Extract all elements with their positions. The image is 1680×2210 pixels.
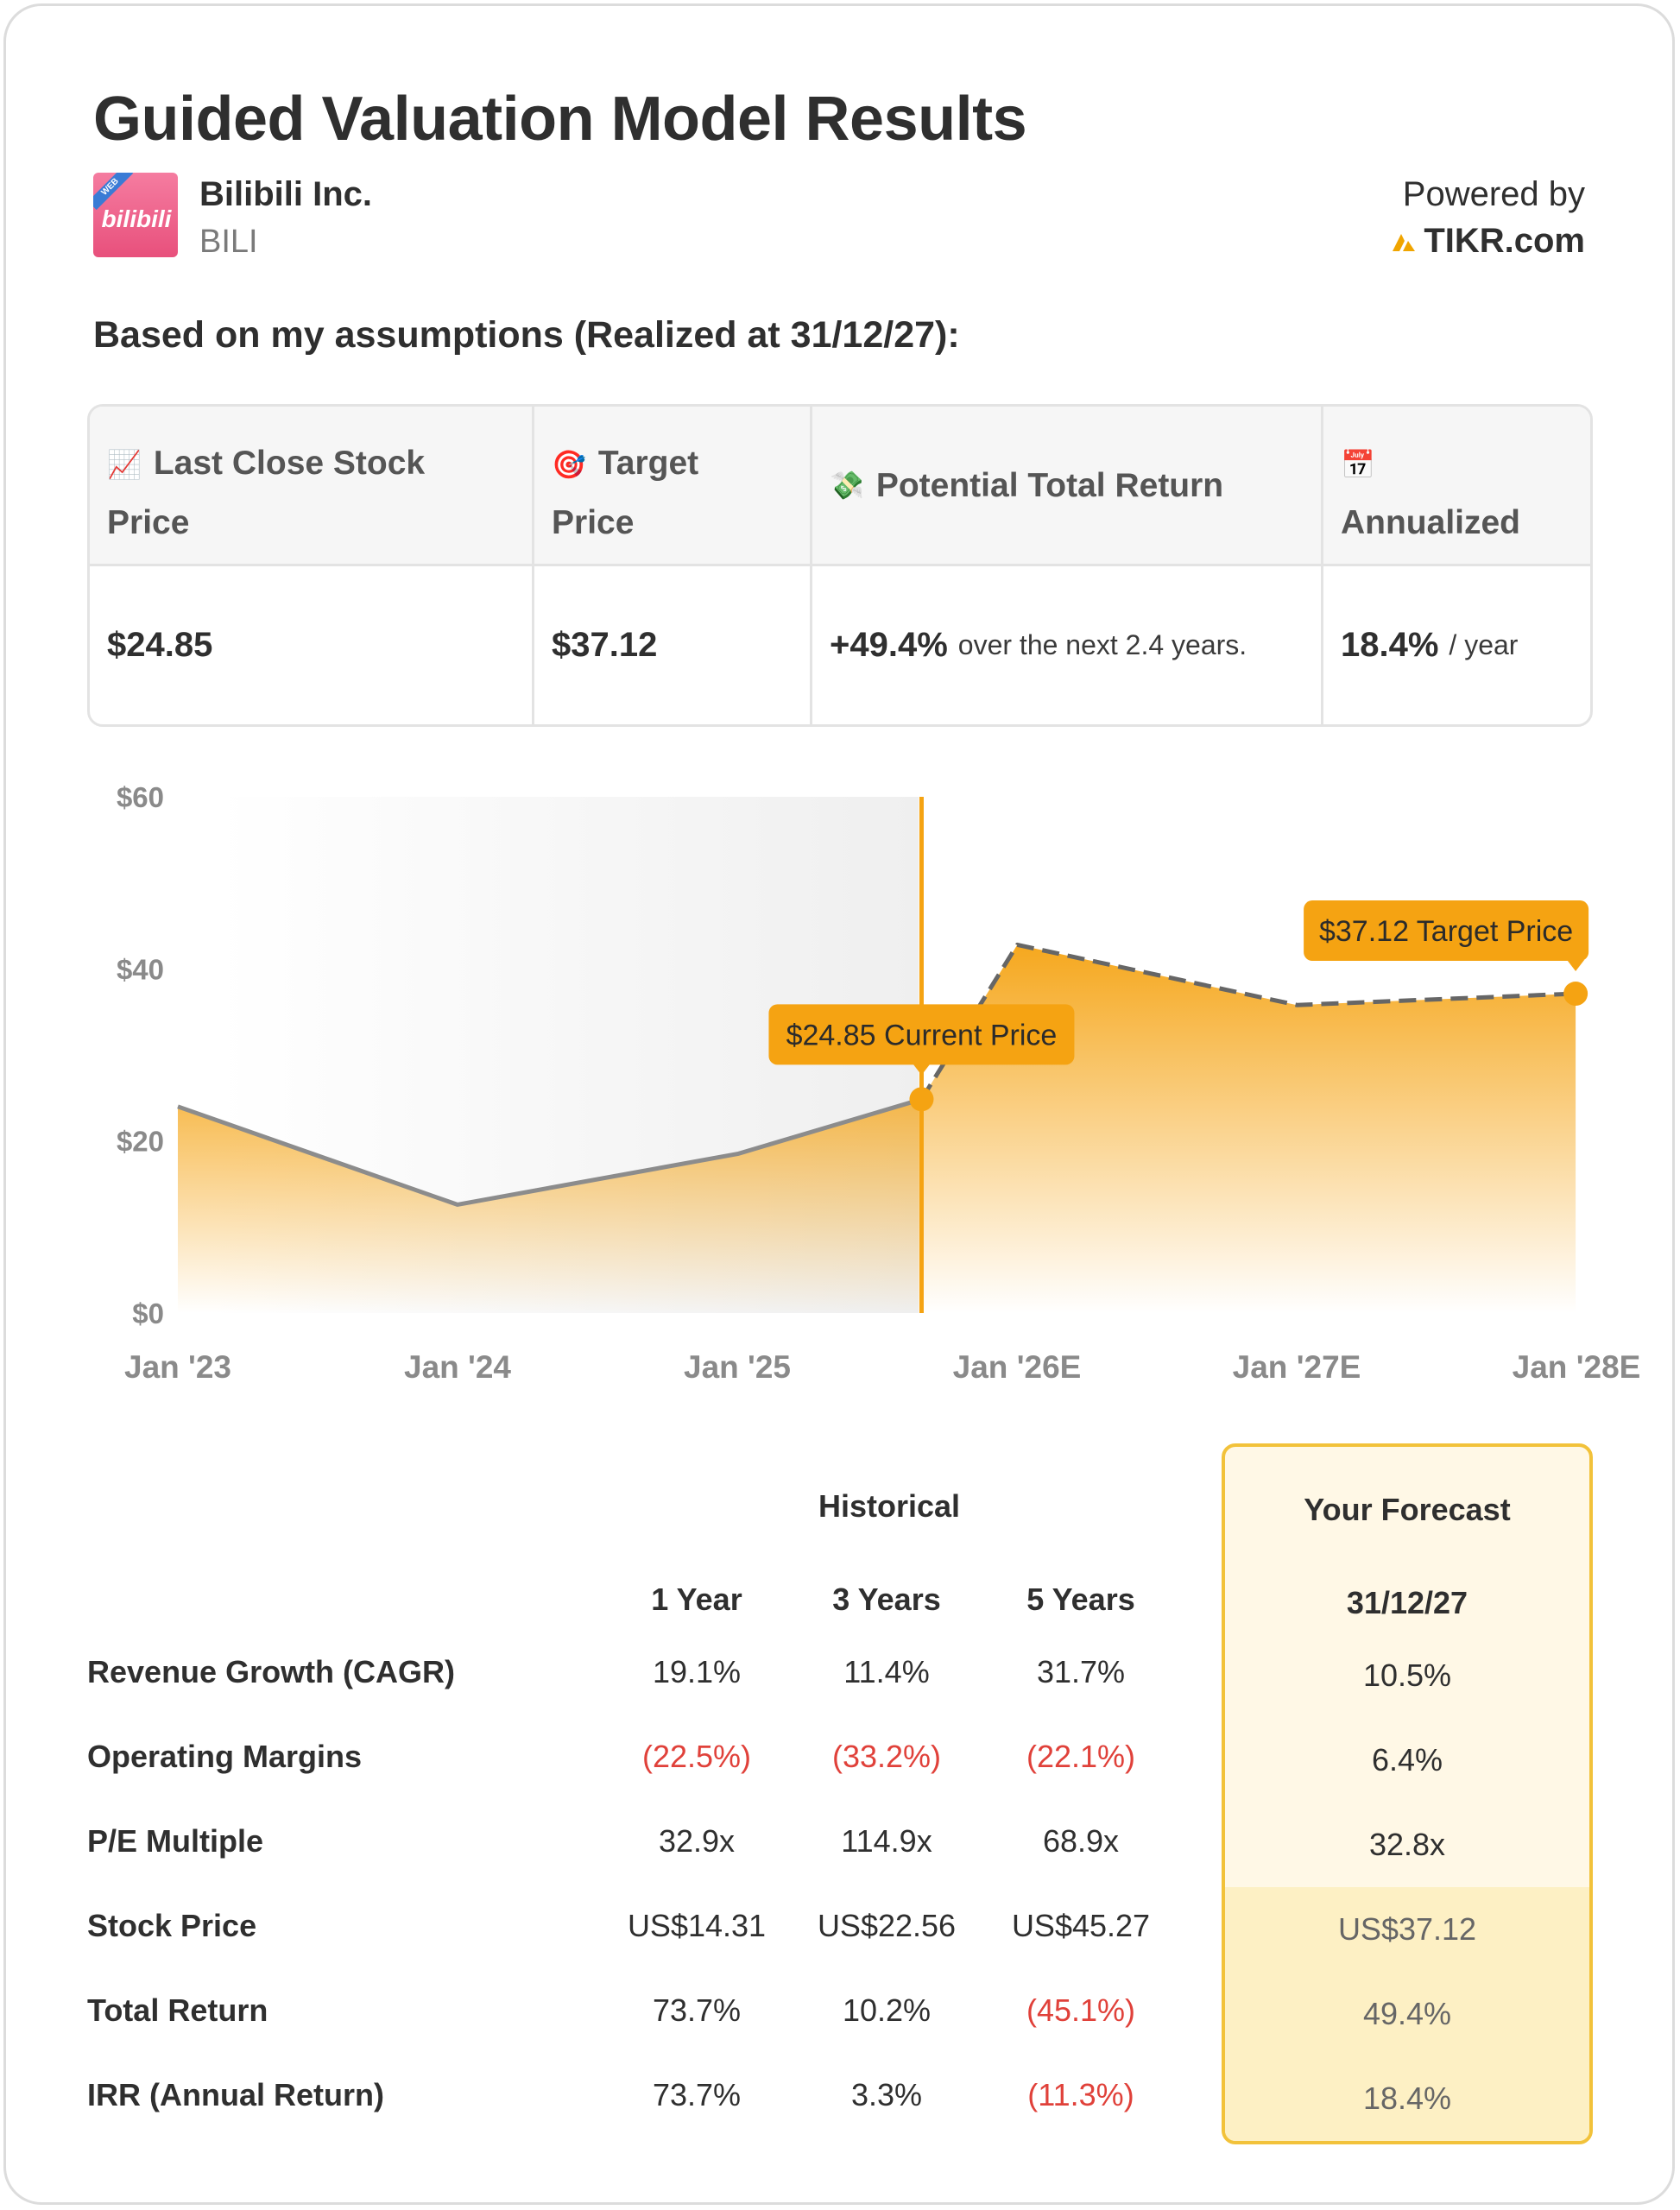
y-tick-label: $0 — [132, 1298, 164, 1329]
svg-text:$24.85 Current Price: $24.85 Current Price — [786, 1019, 1058, 1051]
annualized-value: 18.4% / year — [1341, 626, 1519, 664]
y-tick-label: $60 — [117, 781, 164, 813]
x-tick-label: Jan '28E — [1513, 1349, 1641, 1385]
company-ticker: BILI — [199, 224, 258, 260]
company-logo: WEB bilibili — [93, 173, 178, 257]
last-close-header: 📈 Last Close Stock Price — [90, 407, 534, 566]
total-return-value: +49.4% over the next 2.4 years. — [812, 566, 1323, 724]
x-tick-label: Jan '24 — [404, 1349, 511, 1385]
annualized-header: 📅 Annualized — [1323, 407, 1590, 566]
current-price-dot — [909, 1087, 934, 1112]
forecast-column — [1222, 1443, 1593, 2144]
current-price-callout: $24.85 Current Price — [768, 1004, 1075, 1076]
powered-by-label: Powered by — [1402, 175, 1585, 213]
target-value: $37.12 — [534, 566, 812, 724]
target-header: 🎯 Target Price — [534, 407, 812, 566]
price-chart: $60 $40 $20 $0 Jan '23 Jan '24 Jan '25 Jan '26… — [117, 781, 1641, 1385]
tikr-brand-link[interactable]: TIKR.com — [1391, 222, 1585, 261]
company-name: Bilibili Inc. — [199, 175, 373, 213]
x-tick-label: Jan '26E — [953, 1349, 1082, 1385]
logo-badge: WEB — [93, 173, 134, 211]
historical-line — [177, 1096, 923, 1207]
forecast-area — [921, 944, 1576, 1313]
total-return-header: 💸 Potential Total Return — [812, 407, 1323, 566]
forecast-highlight — [1225, 1887, 1589, 2141]
y-tick-label: $40 — [117, 953, 164, 985]
money-wings-icon: 💸 — [830, 469, 864, 501]
svg-text:$37.12 Target Price: $37.12 Target Price — [1319, 915, 1573, 948]
target-price-callout: $37.12 Target Price — [1304, 900, 1589, 972]
assumptions-heading: Based on my assumptions (Realized at 31/… — [93, 314, 960, 356]
target-price-dot — [1563, 982, 1588, 1007]
historical-area — [178, 1099, 922, 1313]
x-tick-label: Jan '27E — [1233, 1349, 1361, 1385]
brand-name: TIKR.com — [1424, 222, 1585, 260]
logo-text: bilibili — [101, 205, 172, 232]
y-tick-label: $20 — [117, 1126, 164, 1158]
page-title: Guided Valuation Model Results — [93, 85, 1027, 154]
calendar-icon: 📅 — [1341, 449, 1375, 480]
tikr-logo-icon — [1393, 233, 1416, 251]
target-icon: 🎯 — [552, 449, 586, 480]
chart-increasing-icon: 📈 — [107, 449, 142, 480]
x-tick-label: Jan '23 — [124, 1349, 231, 1385]
x-tick-label: Jan '25 — [684, 1349, 791, 1385]
metrics-summary: 📈 Last Close Stock Price 🎯 Target Price 💸 P… — [87, 404, 1593, 727]
last-close-value: $24.85 — [90, 566, 534, 724]
